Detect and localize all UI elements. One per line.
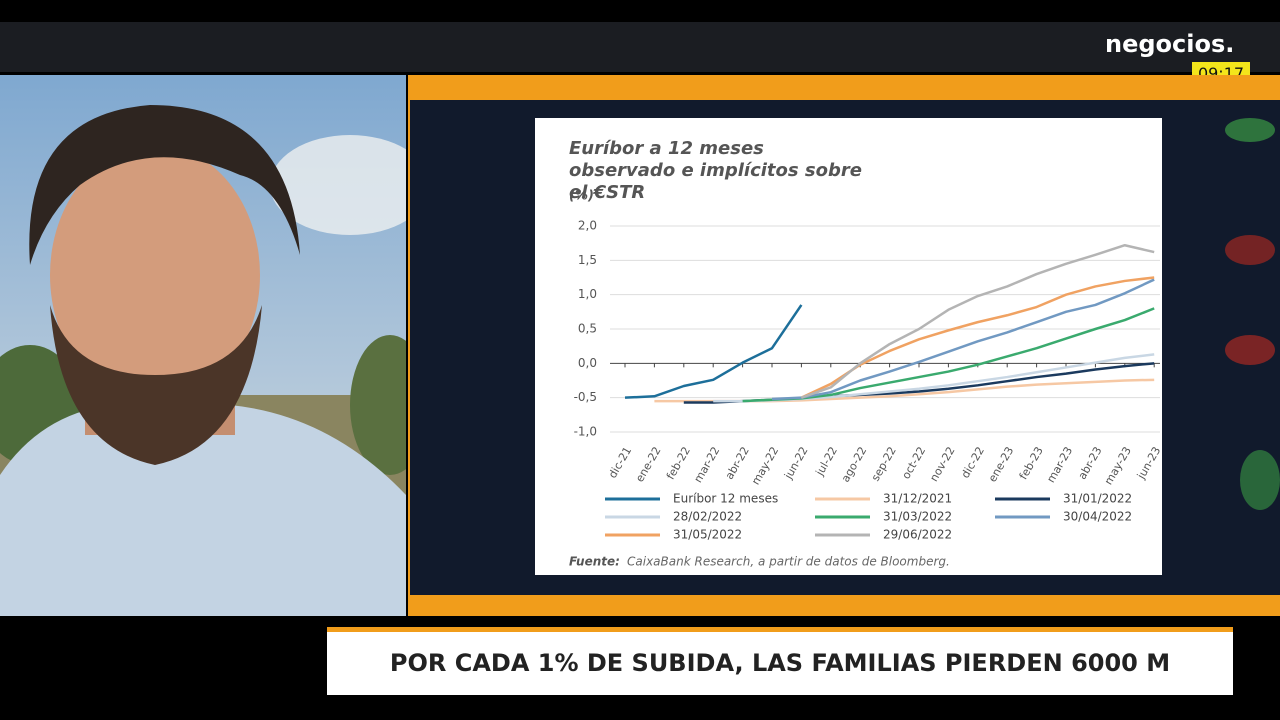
- legend-label: 31/01/2022: [1063, 492, 1132, 506]
- source: CaixaBank Research, a partir de datos de…: [627, 555, 950, 569]
- legend-label: 29/06/2022: [883, 528, 952, 542]
- x-tick-label: sep-22: [869, 445, 899, 484]
- headline: POR CADA 1% DE SUBIDA, LAS FAMILIAS PIER…: [389, 649, 1171, 677]
- legend-label: 31/05/2022: [673, 528, 742, 542]
- legend-label: 31/12/2021: [883, 492, 952, 506]
- x-tick-label: dic-21: [606, 445, 634, 481]
- y-tick-label: 0,0: [578, 356, 597, 370]
- x-tick-label: jul-22: [813, 445, 840, 479]
- x-tick-label: jun-22: [781, 445, 810, 483]
- chart-title: Euríbor a 12 meses observado e implícito…: [569, 138, 862, 203]
- x-tick-label: dic-22: [959, 445, 987, 481]
- source-label: Fuente:: [569, 555, 620, 569]
- x-tick-label: may-23: [1102, 445, 1134, 488]
- legend-label: 28/02/2022: [673, 510, 742, 524]
- chart: (%) Fuente: CaixaBank Research, a partir…: [569, 189, 1162, 569]
- lower-third: POR CADA 1% DE SUBIDA, LAS FAMILIAS PIER…: [327, 627, 1233, 695]
- series-line: [800, 243, 1155, 399]
- x-tick-label: feb-22: [664, 445, 693, 482]
- series-line: [742, 307, 1155, 403]
- chart-card: Euríbor a 12 meses observado e implícito…: [535, 118, 1162, 575]
- video-feed: [0, 75, 406, 616]
- legend-label: 31/03/2022: [883, 510, 952, 524]
- y-tick-label: 0,5: [578, 322, 597, 336]
- legend-label: Euríbor 12 meses: [673, 492, 778, 506]
- series-line: [771, 278, 1155, 401]
- y-tick-label: 1,0: [578, 287, 597, 301]
- y-tick-label: 2,0: [578, 219, 597, 233]
- x-tick-label: ene-23: [986, 445, 1017, 485]
- y-tick-label: -0,5: [574, 390, 597, 404]
- x-tick-label: mar-22: [692, 445, 723, 485]
- x-tick-label: oct-22: [899, 445, 928, 482]
- top-bar: [0, 22, 1280, 72]
- legend-label: 30/04/2022: [1063, 510, 1132, 524]
- x-tick-label: nov-22: [927, 445, 957, 484]
- x-tick-label: mar-23: [1044, 445, 1075, 485]
- x-tick-label: jun-23: [1134, 445, 1162, 483]
- x-tick-label: ago-22: [839, 445, 870, 485]
- logo: negocios.: [1105, 30, 1235, 58]
- x-tick-label: abr-23: [1076, 445, 1105, 482]
- x-tick-label: ene-22: [633, 445, 664, 485]
- y-tick-label: 1,5: [578, 253, 597, 267]
- y-axis-label: (%): [569, 189, 594, 204]
- x-tick-label: feb-23: [1017, 444, 1046, 481]
- x-tick-label: abr-22: [723, 445, 752, 482]
- series-line: [624, 304, 803, 399]
- x-tick-label: may-22: [749, 445, 781, 488]
- y-tick-label: -1,0: [574, 425, 597, 439]
